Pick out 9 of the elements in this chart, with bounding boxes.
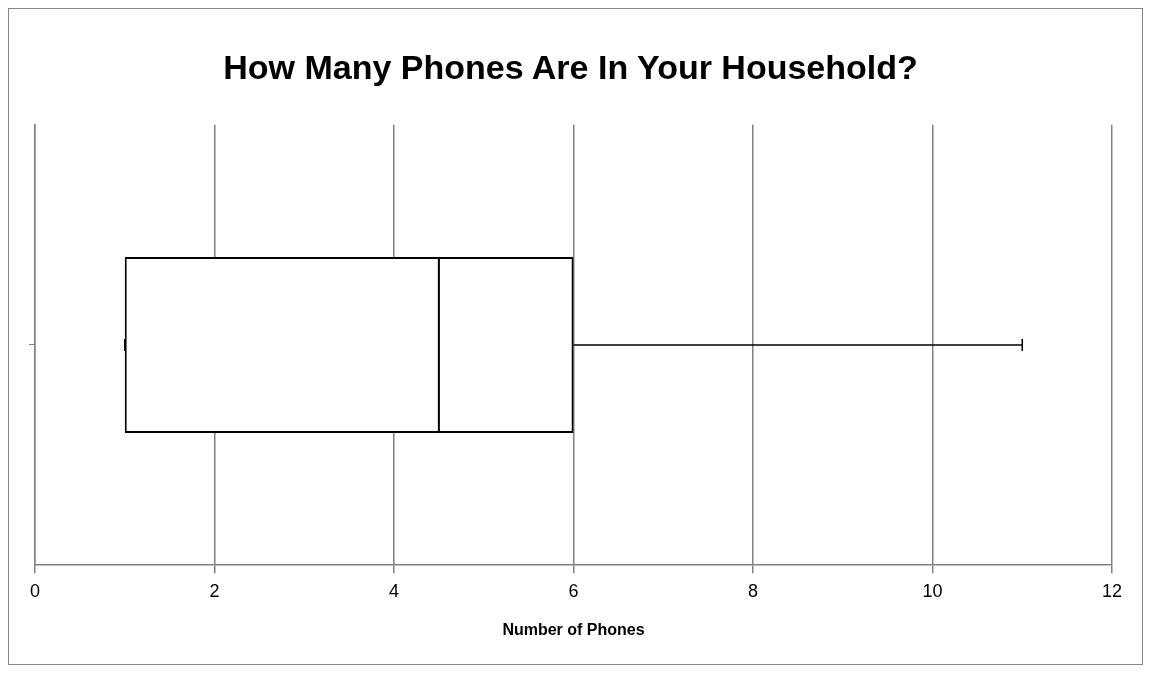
x-tick-label: 6 bbox=[568, 580, 579, 601]
x-tick-label: 2 bbox=[209, 580, 220, 601]
x-tick-label: 0 bbox=[29, 580, 41, 601]
chart-title: How Many Phones Are In Your Household? bbox=[223, 47, 918, 86]
x-tick-label: 8 bbox=[747, 580, 759, 601]
x-tick-label: 10 bbox=[922, 580, 943, 601]
x-tick-label: 4 bbox=[388, 580, 400, 601]
x-axis-title: Number of Phones bbox=[502, 620, 645, 638]
x-tick-label: 12 bbox=[1101, 580, 1123, 601]
